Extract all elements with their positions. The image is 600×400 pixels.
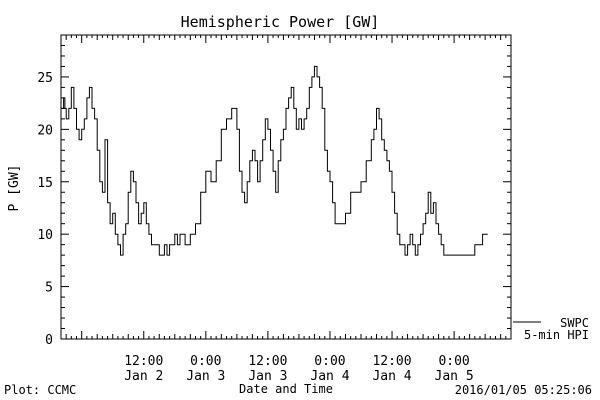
series-layer [61,65,488,256]
x-tick-label-date: Jan 5 [435,369,474,384]
legend: SWPC 5-min HPI [513,316,589,342]
legend-entry-5min-hpi: 5-min HPI [524,328,589,342]
x-tick-label-time: 12:00 [124,354,163,369]
x-tick-label-time: 0:00 [438,354,469,369]
y-tick-label: 15 [37,176,53,191]
legend-entry-swpc: SWPC [560,316,589,330]
y-axis-label: P [GW] [7,165,22,212]
y-tick-label: 5 [45,281,53,296]
y-tick-label: 20 [37,123,53,138]
y-tick-label: 10 [37,228,53,243]
plot-credit: Plot: CCMC [4,383,76,397]
x-tick-label-time: 0:00 [314,354,345,369]
x-tick-label-time: 12:00 [248,354,287,369]
chart-title: Hemispheric Power [GW] [181,13,380,31]
x-tick-label-time: 0:00 [190,354,221,369]
x-tick-label-date: Jan 3 [248,369,287,384]
x-tick-label-time: 12:00 [372,354,411,369]
y-tick-label: 0 [45,333,53,348]
x-axis-label: Date and Time [239,382,333,396]
x-tick-label-date: Jan 3 [186,369,225,384]
x-tick-label-date: Jan 2 [124,369,163,384]
y-axis: 0 5 10 15 20 25 [37,34,511,348]
y-tick-label: 25 [37,71,53,86]
series-line-hpi [61,65,488,256]
plot-frame [60,34,512,340]
plot-timestamp: 2016/01/05 05:25:06 [455,383,592,397]
x-tick-label-date: Jan 4 [310,369,349,384]
x-tick-label-date: Jan 4 [372,369,411,384]
